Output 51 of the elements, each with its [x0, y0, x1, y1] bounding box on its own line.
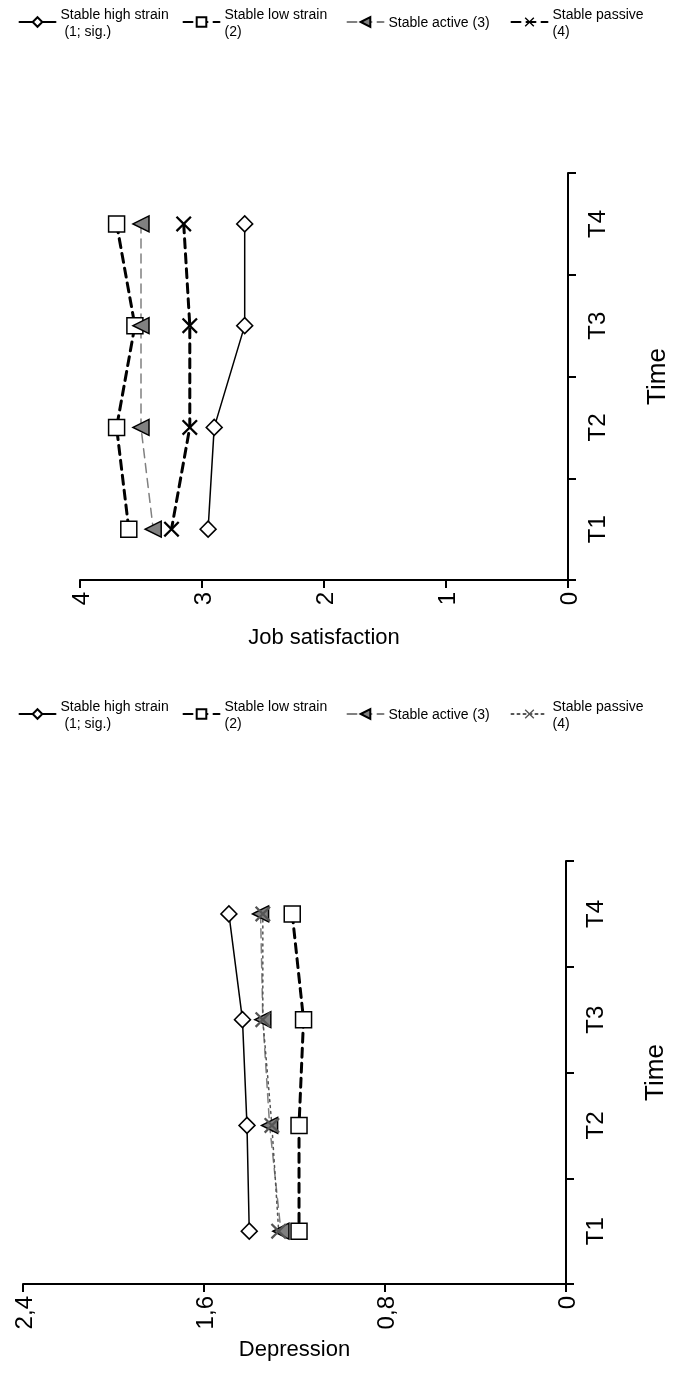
legend-label: Stable high strain (1; sig.): [60, 5, 169, 39]
point: [132, 316, 150, 335]
legend-label: Stable active (3): [388, 706, 490, 722]
legend-label: Stable high strain (1; sig.): [60, 697, 169, 731]
legend-label: Stable active (3): [388, 14, 490, 30]
point: [120, 520, 138, 538]
x-tick-label: 3: [188, 592, 216, 606]
point: [163, 521, 180, 538]
point: [233, 1010, 252, 1029]
point: [175, 215, 192, 232]
y-tick-label: T3: [580, 1005, 608, 1034]
x-tick-label: 2: [310, 592, 338, 606]
x-tick-label: 0,8: [371, 1296, 399, 1330]
y-tick-label: T4: [582, 209, 610, 238]
point: [238, 1116, 256, 1135]
legend-label: Stable passive (4): [552, 697, 648, 731]
legend-label: Stable low strain (2): [224, 5, 332, 39]
x-tick-label: 4: [66, 592, 94, 606]
point: [107, 418, 126, 437]
legend-label: Stable passive (4): [552, 5, 648, 39]
point: [235, 316, 254, 335]
x-tick-label: 0: [552, 1296, 580, 1310]
point: [181, 317, 198, 334]
x-tick-label: 1,6: [190, 1296, 218, 1330]
y-tick-label: T1: [582, 515, 610, 544]
point: [132, 418, 150, 437]
y-tick-label: T1: [580, 1217, 608, 1246]
point: [181, 419, 198, 436]
y-tick-label: T3: [582, 311, 610, 340]
point: [240, 1222, 258, 1240]
point: [107, 215, 126, 233]
point: [132, 215, 150, 233]
point: [290, 1222, 308, 1240]
y-tick-label: T4: [580, 899, 608, 928]
x-axis-title: Job satisfaction: [248, 623, 400, 649]
x-tick-label: 2,4: [9, 1296, 37, 1330]
point: [290, 1116, 308, 1135]
y-tick-label: T2: [582, 413, 610, 442]
point: [294, 1010, 313, 1029]
point: [199, 520, 217, 538]
legend-label: Stable low strain (2): [224, 697, 332, 731]
y-axis-title: Time: [639, 1044, 669, 1101]
x-tick-label: 1: [432, 592, 460, 606]
x-tick-label: 0: [554, 592, 582, 606]
point: [235, 215, 254, 233]
y-tick-label: T2: [580, 1111, 608, 1140]
x-axis-title: Depression: [238, 1335, 351, 1361]
point: [205, 418, 223, 437]
point: [144, 520, 162, 538]
point: [283, 905, 301, 923]
y-axis-title: Time: [641, 348, 671, 405]
